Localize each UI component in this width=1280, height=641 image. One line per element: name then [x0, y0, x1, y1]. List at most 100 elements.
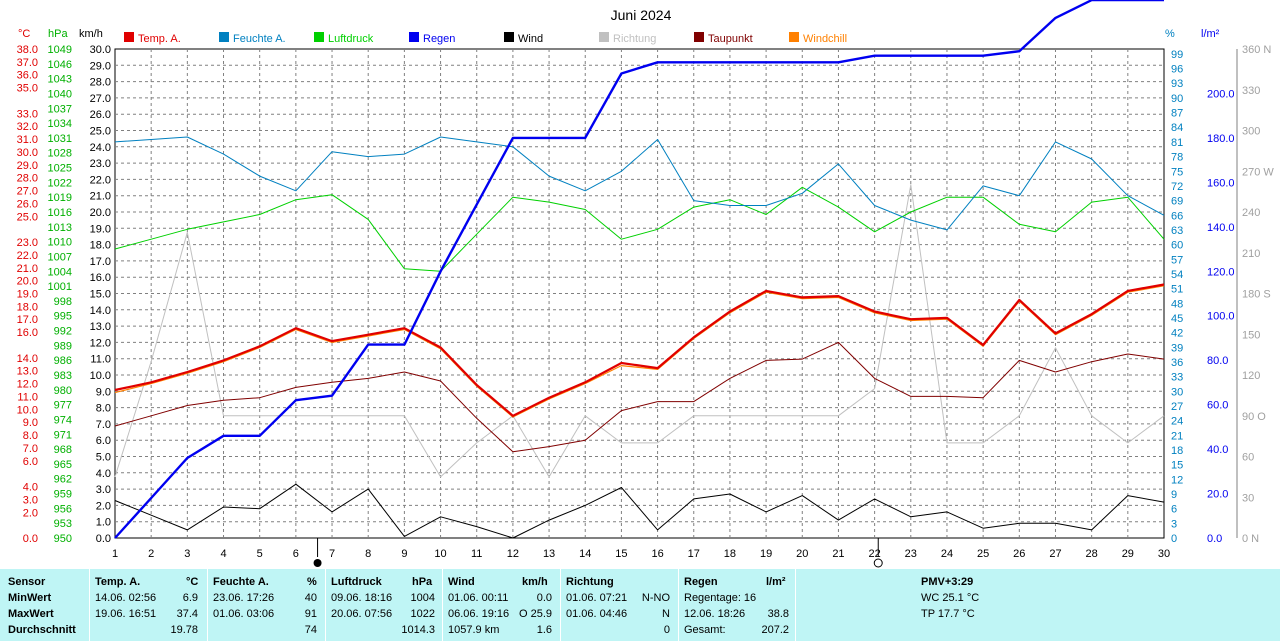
stats-temp-avg: 19.78 [170, 624, 198, 636]
stats-direction-title: Richtung [566, 576, 614, 588]
tick-label-wind: 1.0 [96, 517, 111, 529]
legend-swatch [504, 32, 514, 42]
tick-label-temp: 33.0 [17, 108, 38, 120]
stats-header-sensor: Sensor [8, 576, 46, 588]
stats-humidity-min: 40 [304, 592, 317, 604]
tick-label-direction: 90 O [1242, 411, 1266, 423]
unit-percent: % [1165, 28, 1175, 40]
x-tick-label: 3 [184, 548, 190, 560]
tick-label-wind: 9.0 [96, 386, 111, 398]
x-tick-label: 2 [148, 548, 154, 560]
tick-label-humidity: 75 [1171, 166, 1183, 178]
legend-label: Temp. A. [138, 33, 181, 45]
x-tick-label: 16 [651, 548, 663, 560]
stats-divider [207, 569, 208, 641]
tick-label-temp: 21.0 [17, 263, 38, 275]
stats-humidity-max-time: 01.06. 03:06 [213, 608, 275, 620]
tick-label-humidity: 36 [1171, 357, 1183, 369]
tick-label-rain: 120.0 [1207, 266, 1235, 278]
tick-label-rain: 60.0 [1207, 400, 1228, 412]
tick-label-direction: 270 W [1242, 166, 1274, 178]
tick-label-wind: 8.0 [96, 403, 111, 415]
stats-wind-min: 0.0 [536, 592, 552, 604]
tick-label-temp: 36.0 [17, 70, 38, 82]
tick-label-temp: 12.0 [17, 379, 38, 391]
x-tick-label: 24 [941, 548, 953, 560]
tick-label-pressure: 971 [54, 429, 72, 441]
tick-label-pressure: 1025 [48, 163, 72, 175]
legend-label: Windchill [803, 33, 847, 45]
x-tick-label: 25 [977, 548, 989, 560]
tick-label-pressure: 1040 [48, 88, 72, 100]
stats-rain-total-label: Gesamt: [684, 624, 726, 636]
tick-label-temp: 0.0 [23, 533, 38, 545]
stats-pressure-title: Luftdruck [331, 576, 382, 588]
stats-rain-max-time: 12.06. 18:26 [684, 608, 746, 620]
x-tick-label: 7 [329, 548, 335, 560]
tick-label-temp: 2.0 [23, 507, 38, 519]
tick-label-pressure: 950 [54, 533, 72, 545]
legend-swatch [124, 32, 134, 42]
tick-label-humidity: 57 [1171, 254, 1183, 266]
stats-divider [795, 569, 796, 641]
tick-label-temp: 16.0 [17, 327, 38, 339]
tick-label-pressure: 977 [54, 400, 72, 412]
chart-axes: 38.037.036.035.033.032.031.030.029.028.0… [17, 44, 1275, 560]
tick-label-pressure: 953 [54, 518, 72, 530]
stats-temp-title: Temp. A. [95, 576, 141, 588]
tick-label-pressure: 959 [54, 489, 72, 501]
stats-rain-total: 207.2 [761, 624, 789, 636]
stats-pressure-min: 1004 [410, 592, 435, 604]
stats-rain-days: Regentage: 16 [684, 592, 757, 604]
tick-label-humidity: 48 [1171, 298, 1183, 310]
tick-label-humidity: 15 [1171, 460, 1183, 472]
stats-pressure-max-time: 20.06. 07:56 [331, 608, 393, 620]
legend-swatch [409, 32, 419, 42]
chart-background [0, 0, 1280, 569]
stats-humidity-unit: % [307, 576, 317, 588]
stats-label-avg: Durchschnitt [8, 624, 76, 636]
tick-label-pressure: 1034 [48, 118, 72, 130]
tick-label-pressure: 980 [54, 385, 72, 397]
tick-label-rain: 0.0 [1207, 533, 1222, 545]
chart-series [114, 0, 1165, 539]
tick-label-humidity: 81 [1171, 137, 1183, 149]
tick-label-wind: 26.0 [90, 109, 111, 121]
tick-label-wind: 7.0 [96, 419, 111, 431]
stats-temp-min: 6.9 [182, 592, 198, 604]
x-tick-label: 8 [365, 548, 371, 560]
tick-label-wind: 11.0 [90, 354, 111, 366]
tick-label-humidity: 84 [1171, 122, 1183, 134]
tick-label-pressure: 962 [54, 474, 72, 486]
tick-label-wind: 16.0 [90, 272, 111, 284]
tick-label-wind: 10.0 [90, 370, 111, 382]
tick-label-rain: 200.0 [1207, 88, 1235, 100]
legend-swatch [219, 32, 229, 42]
tick-label-humidity: 21 [1171, 430, 1183, 442]
tick-label-wind: 18.0 [90, 240, 111, 252]
tick-label-humidity: 3 [1171, 518, 1177, 530]
stats-label-max: MaxWert [8, 608, 54, 620]
stats-wind-max-time: 06.06. 19:16 [448, 608, 510, 620]
x-tick-label: 11 [471, 548, 482, 560]
stats-humidity-title: Feuchte A. [213, 576, 269, 588]
tick-label-wind: 30.0 [90, 44, 111, 56]
tick-label-humidity: 63 [1171, 225, 1183, 237]
tick-label-humidity: 60 [1171, 240, 1183, 252]
stats-wind-avg: 1.6 [536, 624, 552, 636]
x-tick-label: 28 [1086, 548, 1098, 560]
tick-label-rain: 20.0 [1207, 489, 1228, 501]
tick-label-wind: 20.0 [90, 207, 111, 219]
x-tick-label: 23 [905, 548, 917, 560]
tick-label-pressure: 1031 [48, 133, 72, 145]
tick-label-humidity: 18 [1171, 445, 1183, 457]
tick-label-humidity: 87 [1171, 108, 1183, 120]
x-tick-label: 18 [724, 548, 736, 560]
tick-label-humidity: 93 [1171, 78, 1183, 90]
tick-label-humidity: 42 [1171, 328, 1183, 340]
tick-label-direction: 30 [1242, 492, 1254, 504]
tick-label-pressure: 965 [54, 459, 72, 471]
tick-label-temp: 8.0 [23, 430, 38, 442]
stats-pmv-wc: WC 25.1 °C [921, 592, 980, 604]
tick-label-temp: 22.0 [17, 250, 38, 262]
